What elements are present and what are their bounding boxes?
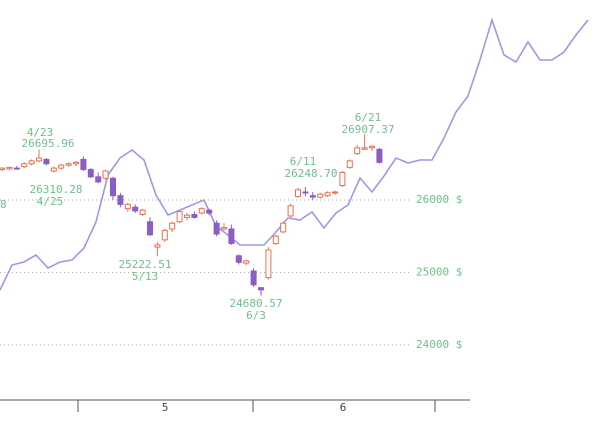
candle-body	[213, 222, 220, 235]
candle-body	[317, 193, 324, 198]
candle-body	[258, 287, 264, 291]
candle-body	[339, 171, 346, 187]
candle-body	[169, 222, 176, 230]
candle-body	[6, 166, 13, 170]
y-tick-label: 24000 $	[416, 338, 462, 351]
annotation: 8	[0, 198, 7, 211]
candle-body	[235, 255, 242, 263]
candle-body	[354, 147, 361, 155]
candle-body	[13, 167, 20, 170]
candle-body	[80, 158, 87, 171]
y-tick-label: 25000 $	[416, 265, 462, 278]
candle-body	[369, 145, 375, 149]
comparison-line	[0, 17, 589, 291]
candle-body	[21, 163, 28, 168]
annotation: 6/11	[290, 155, 317, 168]
candle-body	[102, 170, 109, 179]
candle-body	[28, 160, 35, 165]
candle-body	[36, 157, 42, 162]
candle-body	[324, 192, 331, 197]
candle-body	[65, 163, 72, 166]
annotation: 4/23	[27, 126, 54, 139]
annotation: 26310.28	[30, 183, 83, 196]
candle-body	[147, 221, 153, 236]
candle-body	[95, 176, 102, 183]
candle-body	[176, 211, 183, 223]
candle-body	[161, 229, 168, 241]
x-tick-label: 5	[162, 401, 169, 414]
candle-body	[139, 209, 146, 215]
candle-body	[265, 249, 272, 279]
annotation: 26248.70	[285, 167, 338, 180]
annotation: 26907.37	[342, 123, 395, 136]
candle-body	[73, 161, 79, 165]
candle-body	[191, 213, 198, 218]
candle-body	[243, 260, 250, 264]
candle-body	[124, 203, 131, 210]
candle-body	[361, 147, 368, 150]
candle-body	[309, 195, 316, 198]
candle-body	[221, 227, 227, 230]
candle-body	[154, 244, 161, 248]
candle-body	[117, 195, 124, 205]
candle-body	[228, 228, 235, 244]
candle-body	[87, 169, 94, 178]
candle-body	[110, 177, 116, 197]
candle-body	[287, 205, 294, 217]
annotation: 26695.96	[22, 137, 75, 150]
y-tick-label: 26000 $	[416, 193, 462, 206]
candle-body	[132, 206, 139, 212]
candle-body	[184, 214, 190, 218]
candle-body	[302, 191, 309, 194]
candle-body	[250, 270, 257, 286]
annotation: 25222.51	[119, 258, 172, 271]
candle-body	[58, 164, 65, 169]
candle-body	[346, 160, 353, 168]
candle-body	[272, 235, 279, 244]
annotation: 6/3	[246, 309, 266, 322]
candle-body	[206, 209, 213, 214]
candle-body	[295, 189, 301, 197]
candle-body	[332, 191, 338, 194]
x-tick-label: 6	[340, 401, 347, 414]
annotation: 4/25	[37, 195, 64, 208]
candle-body	[43, 158, 50, 165]
candle-body	[376, 148, 383, 163]
annotation: 6/21	[355, 111, 382, 124]
candle-body	[198, 208, 205, 214]
annotation: 5/13	[132, 270, 159, 283]
candle-body	[0, 167, 5, 171]
candle-body	[280, 222, 287, 233]
candle-body	[50, 167, 57, 172]
annotation: 24680.57	[230, 297, 283, 310]
